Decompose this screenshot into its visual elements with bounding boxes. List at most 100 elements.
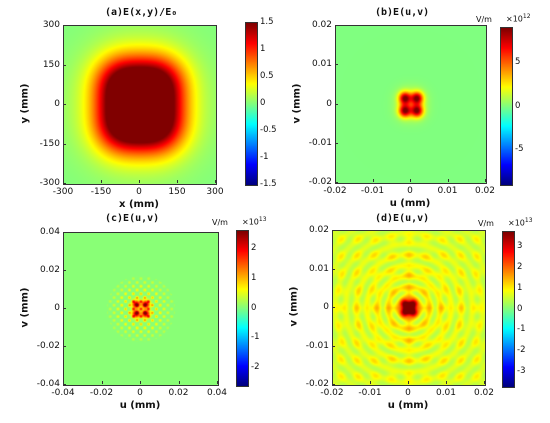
- x-tick-label: -150: [90, 187, 112, 197]
- x-axis-label: u (mm): [389, 198, 431, 209]
- colorbar-tick-label: -2: [517, 345, 526, 356]
- y-axis-label: v (mm): [288, 286, 300, 327]
- y-tick-label: 300: [42, 20, 60, 30]
- colorbar-exponent: ×1012: [506, 13, 531, 24]
- x-tick-mark: [140, 381, 141, 384]
- x-tick-mark: [335, 179, 336, 182]
- y-tick-label: 0.02: [311, 20, 332, 30]
- x-tick-mark: [101, 381, 103, 384]
- y-tick-label: -0.04: [36, 379, 60, 389]
- x-tick-label: 0: [405, 388, 411, 398]
- panel-title: (c)E(u,v): [105, 213, 160, 224]
- y-tick-label: -0.02: [308, 177, 332, 187]
- y-tick-mark: [63, 64, 66, 66]
- colorbar-gradient: [246, 23, 257, 185]
- y-tick-label: 0: [54, 303, 60, 313]
- x-axis-label: u (mm): [119, 400, 161, 411]
- x-tick-label: 0.02: [168, 388, 189, 398]
- x-tick-label: -0.01: [358, 388, 382, 398]
- x-tick-mark: [177, 180, 178, 183]
- colorbar-tick-label: 1: [260, 44, 266, 54]
- colorbar-gradient: [237, 231, 248, 386]
- x-tick-mark: [446, 381, 447, 384]
- y-tick-mark: [63, 104, 66, 105]
- colorbar-tick-label: 2: [251, 242, 257, 253]
- y-tick-mark: [335, 25, 338, 26]
- y-tick-label: 0: [54, 99, 60, 109]
- colorbar-tick-label: 1: [517, 282, 523, 293]
- y-tick-label: -300: [39, 178, 60, 188]
- y-axis-label: v (mm): [19, 287, 31, 328]
- colorbar-tick-label: 0: [251, 302, 257, 313]
- colorbar-tick-label: -1: [251, 332, 260, 343]
- x-tick-label: 0.01: [435, 388, 457, 398]
- y-tick-label: -0.01: [308, 137, 332, 148]
- y-tick-mark: [335, 103, 338, 105]
- y-tick-mark: [63, 232, 66, 233]
- y-tick-label: -150: [39, 138, 60, 149]
- y-tick-mark: [63, 270, 66, 271]
- y-tick-mark: [335, 64, 338, 66]
- x-tick-label: 0.04: [206, 388, 228, 398]
- y-tick-mark: [63, 308, 66, 309]
- y-axis-label: v (mm): [291, 83, 303, 123]
- colorbar: [500, 27, 513, 186]
- y-tick-mark: [63, 143, 66, 145]
- x-tick-mark: [63, 381, 64, 384]
- y-tick-label: -0.02: [36, 341, 60, 351]
- colorbar-gradient: [503, 232, 514, 387]
- x-axis-label: x (mm): [119, 199, 159, 210]
- y-tick-mark: [63, 346, 66, 347]
- y-tick-mark: [335, 182, 338, 183]
- y-tick-label: 0.04: [39, 227, 60, 237]
- y-tick-label: -0.02: [305, 379, 329, 389]
- colorbar-tick-label: -1: [260, 152, 269, 162]
- x-tick-label: -0.04: [51, 388, 75, 398]
- x-tick-mark: [63, 180, 64, 183]
- x-tick-mark: [484, 381, 485, 384]
- x-tick-mark: [485, 179, 486, 182]
- heatmap-plot: [63, 232, 219, 386]
- colorbar-tick-label: -1: [517, 324, 526, 335]
- x-tick-label: -0.02: [320, 388, 344, 398]
- x-tick-label: 150: [168, 187, 186, 197]
- y-tick-label: 0.02: [39, 265, 60, 275]
- y-tick-mark: [332, 345, 335, 347]
- colorbar-tick-label: -2: [251, 362, 260, 373]
- colorbar-unit: V/m: [478, 219, 494, 228]
- panel-title: (d)E(u,v): [375, 213, 430, 224]
- heatmap-image: [64, 233, 218, 385]
- heatmap-image: [64, 26, 216, 184]
- colorbar-tick-label: 0.5: [260, 71, 274, 81]
- colorbar-unit: V/m: [212, 218, 228, 227]
- colorbar-gradient: [501, 28, 512, 185]
- colorbar-tick-label: 5: [515, 56, 521, 67]
- x-tick-mark: [101, 180, 102, 183]
- x-tick-label: 0: [137, 388, 143, 398]
- heatmap-plot: [332, 230, 486, 386]
- colorbar-tick-label: 3: [517, 240, 523, 251]
- y-tick-mark: [332, 384, 335, 385]
- y-tick-mark: [63, 183, 66, 184]
- x-tick-label: 0.01: [437, 186, 458, 196]
- x-tick-label: -0.01: [360, 186, 385, 196]
- x-tick-label: -0.02: [323, 186, 347, 196]
- heatmap-image: [333, 231, 485, 385]
- x-tick-mark: [370, 381, 371, 384]
- x-tick-label: 0: [407, 186, 413, 196]
- x-tick-mark: [217, 381, 218, 384]
- y-tick-mark: [335, 142, 338, 144]
- colorbar-tick-label: -0.5: [260, 125, 277, 135]
- heatmap-plot: [63, 25, 217, 185]
- panel-title: (b)E(u,v): [375, 7, 430, 18]
- y-tick-label: 0.02: [308, 225, 329, 235]
- x-tick-mark: [408, 381, 409, 384]
- x-tick-label: -0.02: [89, 388, 114, 398]
- x-tick-label: 0: [136, 187, 142, 197]
- colorbar-tick-label: -5: [515, 144, 524, 155]
- colorbar-tick-label: 1.5: [260, 17, 274, 27]
- x-tick-mark: [215, 180, 216, 183]
- y-tick-mark: [332, 268, 335, 270]
- x-tick-label: -300: [52, 187, 74, 197]
